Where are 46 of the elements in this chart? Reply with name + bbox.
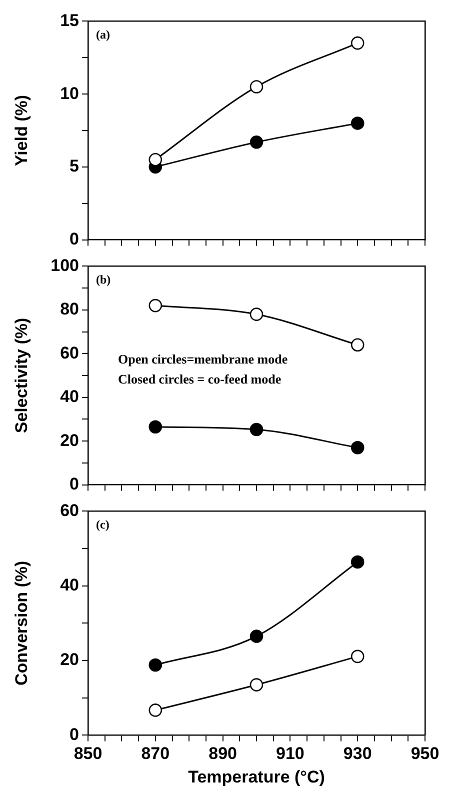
point xyxy=(250,422,264,436)
point xyxy=(350,555,364,569)
y-tick-label: 40 xyxy=(60,387,79,406)
point xyxy=(350,36,364,50)
point xyxy=(148,298,162,312)
point xyxy=(148,420,162,434)
y-axis-title: Selectivity (%) xyxy=(12,318,31,434)
point xyxy=(350,650,364,664)
y-tick-label: 40 xyxy=(60,576,79,595)
x-tick-label: 890 xyxy=(208,744,237,764)
x-tick-label: 950 xyxy=(410,744,440,764)
x-tick-label: 850 xyxy=(74,744,102,764)
point xyxy=(148,704,162,717)
annotation: (b) xyxy=(96,272,111,286)
point xyxy=(148,658,162,672)
y-tick-label: 80 xyxy=(60,300,79,319)
point xyxy=(250,630,264,643)
point xyxy=(350,338,364,352)
y-tick-label: 20 xyxy=(60,430,79,450)
annotation: (c) xyxy=(96,517,110,532)
y-tick-label: 0 xyxy=(70,229,79,248)
point xyxy=(350,116,364,130)
x-tick-label: 910 xyxy=(276,744,304,764)
y-tick-label: 60 xyxy=(60,343,79,362)
point xyxy=(250,678,264,692)
point xyxy=(148,152,162,166)
x-tick-label: 870 xyxy=(141,744,170,764)
y-tick-label: 5 xyxy=(70,156,79,176)
y-tick-label: 20 xyxy=(60,650,79,670)
annotation: (a) xyxy=(96,27,110,42)
y-tick-label: 60 xyxy=(60,500,79,520)
y-axis-title: Conversion (%) xyxy=(12,560,31,686)
y-tick-label: 100 xyxy=(50,256,79,275)
x-axis-title: Temperature (°C) xyxy=(188,767,325,786)
point xyxy=(250,136,264,149)
annotation: Open circles=membrane mode xyxy=(118,352,288,366)
x-tick-label: 930 xyxy=(343,744,372,764)
y-tick-label: 10 xyxy=(60,84,79,103)
y-tick-label: 15 xyxy=(60,10,79,30)
annotation: Closed circles = co-feed mode xyxy=(118,372,282,386)
y-tick-label: 0 xyxy=(70,724,79,744)
point xyxy=(250,80,264,94)
y-axis-title: Yield (%) xyxy=(12,94,31,166)
point xyxy=(350,440,364,454)
point xyxy=(250,308,264,321)
y-tick-label: 0 xyxy=(70,474,79,494)
